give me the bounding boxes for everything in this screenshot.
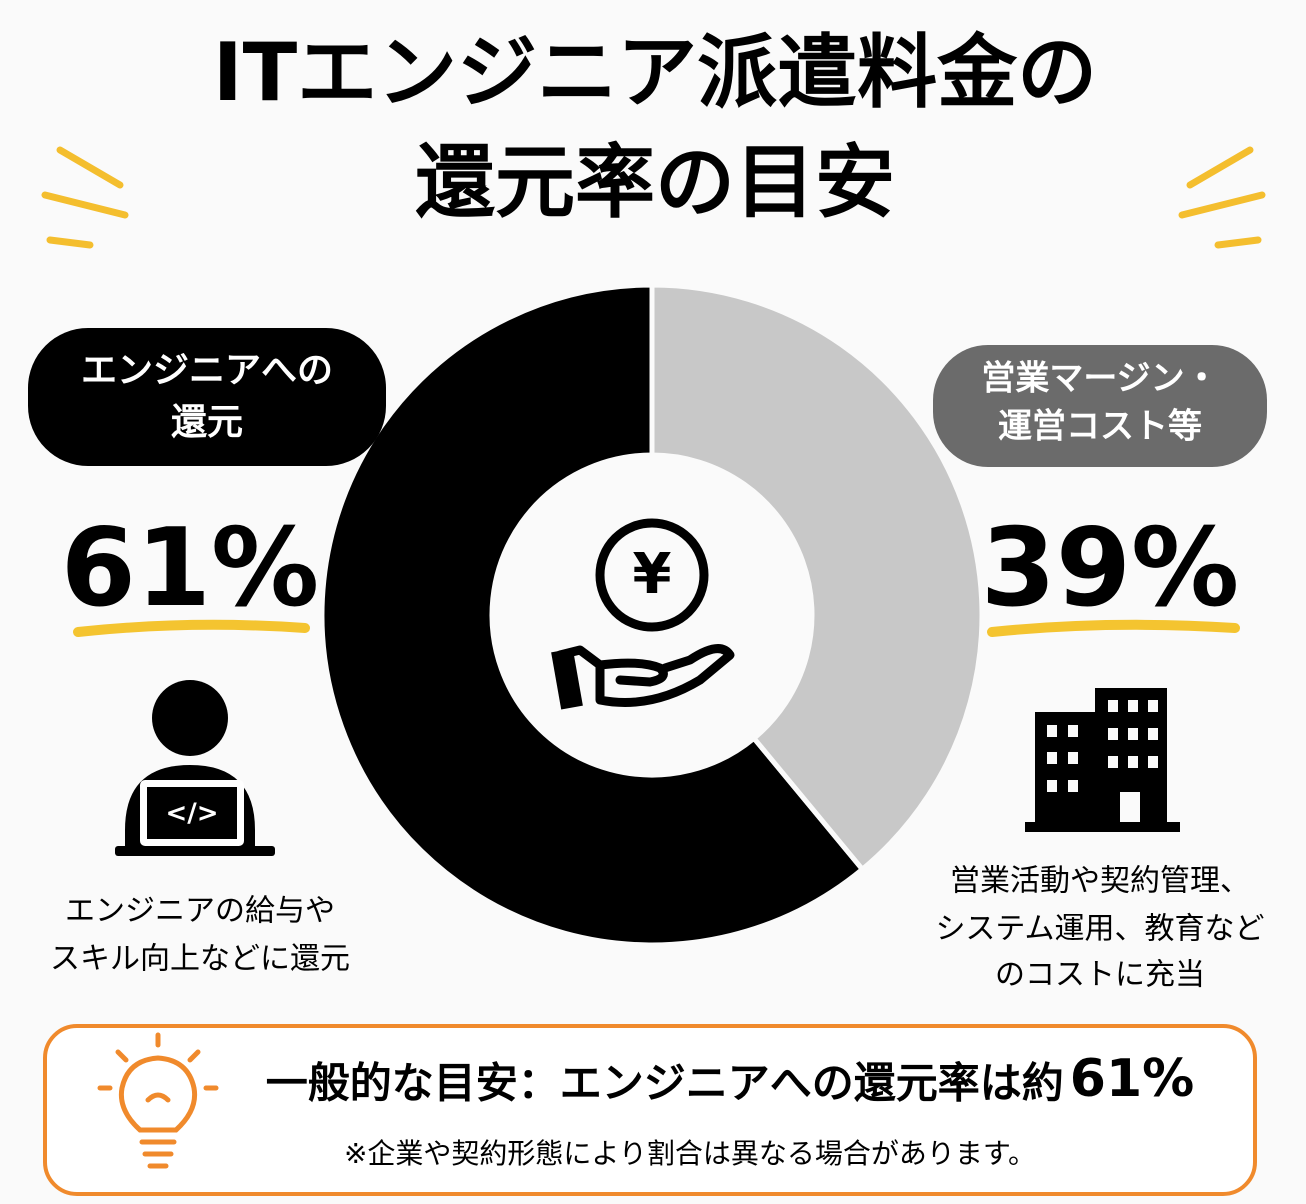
summary-value: 61% xyxy=(1070,1049,1194,1109)
category-label: 営業マージン・ xyxy=(981,359,1218,399)
category-label: 運営コスト等 xyxy=(998,407,1202,447)
value-label: 61% xyxy=(61,506,320,631)
underline xyxy=(73,619,310,637)
summary-text: 一般的な目安：エンジニアへの還元率は約 xyxy=(266,1059,1064,1108)
underline xyxy=(987,619,1240,637)
title-sparkles xyxy=(41,146,1266,249)
title-line: ITエンジニア派遣料金の xyxy=(213,26,1097,119)
category-label: エンジニアへの xyxy=(81,350,333,391)
yen-hand-icon: ¥ xyxy=(551,518,735,710)
description: のコストに充当 xyxy=(995,958,1205,993)
donut-hole xyxy=(492,455,812,775)
svg-text:¥: ¥ xyxy=(633,542,672,607)
description: システム運用、教育など xyxy=(935,912,1264,947)
title-line: 還元率の目安 xyxy=(415,136,895,229)
description: エンジニアの給与や xyxy=(65,894,335,929)
donut-chart xyxy=(319,282,985,948)
description: スキル向上などに還元 xyxy=(50,942,350,977)
svg-text:</>: </> xyxy=(165,799,218,829)
category-pill xyxy=(933,345,1267,467)
category-pill xyxy=(28,328,386,466)
bulb-icon xyxy=(97,1032,219,1169)
note: ※企業や契約形態により割合は異なる場合があります。 xyxy=(344,1137,1036,1170)
engineer-icon: </> xyxy=(115,680,275,856)
category-label: 還元 xyxy=(171,402,243,443)
value-label: 39% xyxy=(981,506,1240,631)
building-icon xyxy=(1025,688,1180,832)
description: 営業活動や契約管理、 xyxy=(950,864,1250,899)
summary-box xyxy=(43,1024,1257,1196)
